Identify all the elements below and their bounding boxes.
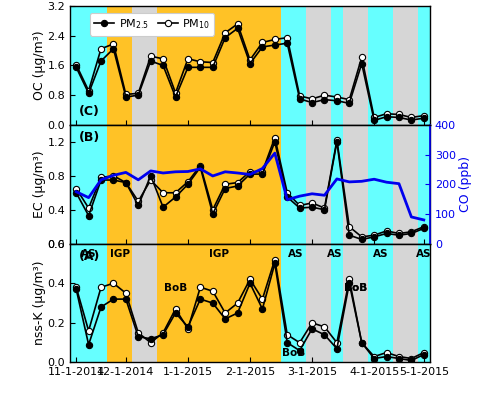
Bar — [393, 6, 417, 125]
Y-axis label: nss-K (μg/m³): nss-K (μg/m³) — [33, 261, 46, 345]
Bar — [132, 125, 157, 244]
Text: AS: AS — [326, 249, 342, 259]
Bar — [107, 6, 132, 125]
Bar — [157, 6, 281, 125]
Text: BoB: BoB — [344, 283, 367, 293]
Bar — [418, 125, 430, 244]
Bar — [306, 6, 330, 125]
Bar — [368, 244, 393, 362]
Text: BoB: BoB — [164, 283, 187, 293]
Text: (B): (B) — [79, 131, 100, 144]
Bar — [343, 244, 368, 362]
Text: (A): (A) — [79, 249, 100, 262]
Text: AS: AS — [81, 249, 96, 259]
Bar — [418, 244, 430, 362]
Bar — [70, 6, 107, 125]
Bar — [281, 244, 306, 362]
Bar — [306, 244, 330, 362]
Text: AS: AS — [288, 249, 304, 259]
Legend: PM$_{2.5}$, PM$_{10}$: PM$_{2.5}$, PM$_{10}$ — [90, 13, 214, 36]
Bar — [393, 125, 417, 244]
Bar — [418, 6, 430, 125]
Text: IGP: IGP — [110, 249, 130, 259]
Bar — [132, 6, 157, 125]
Bar — [306, 125, 330, 244]
Bar — [343, 6, 368, 125]
Bar — [368, 125, 393, 244]
Bar — [393, 244, 417, 362]
Bar — [70, 244, 107, 362]
Text: (C): (C) — [79, 104, 100, 118]
Bar — [281, 6, 306, 125]
Bar — [157, 244, 281, 362]
Bar — [330, 244, 343, 362]
Text: AS: AS — [372, 249, 388, 259]
Y-axis label: OC (μg/m³): OC (μg/m³) — [33, 31, 46, 100]
Y-axis label: EC (μg/m³): EC (μg/m³) — [33, 151, 46, 218]
Bar — [281, 125, 306, 244]
Bar — [368, 6, 393, 125]
Bar — [132, 244, 157, 362]
Text: IGP: IGP — [209, 249, 229, 259]
Bar — [107, 244, 132, 362]
Y-axis label: CO (ppb): CO (ppb) — [459, 156, 472, 212]
Bar — [107, 125, 132, 244]
Bar — [70, 125, 107, 244]
Text: BoB: BoB — [282, 347, 305, 358]
Text: BoB: BoB — [344, 283, 367, 293]
Bar — [157, 125, 281, 244]
Bar — [343, 125, 368, 244]
Bar — [330, 6, 343, 125]
Text: AS: AS — [416, 249, 432, 259]
Bar — [330, 125, 343, 244]
